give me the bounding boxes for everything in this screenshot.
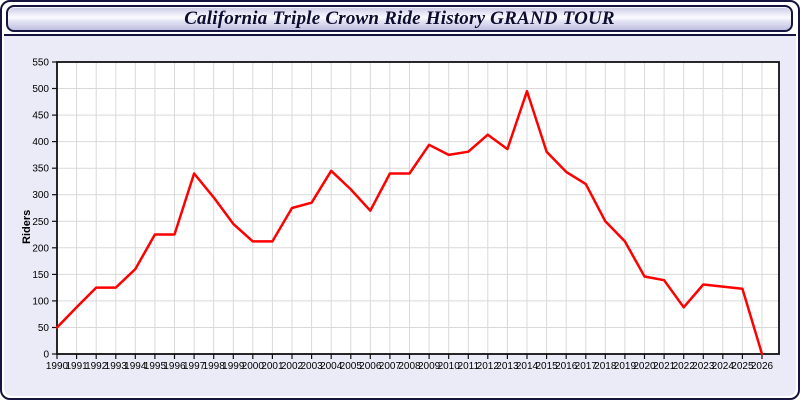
x-tick-label: 2015 [535, 361, 558, 372]
x-tick-label: 2014 [516, 361, 539, 372]
x-tick-label: 2017 [575, 361, 598, 372]
x-tick-label: 2011 [458, 361, 480, 372]
x-tick-label: 2010 [438, 361, 461, 372]
x-tick-label: 2025 [731, 361, 754, 372]
x-tick-label: 2019 [614, 361, 637, 372]
x-tick-label: 2016 [555, 361, 578, 372]
x-tick-label: 1993 [105, 361, 128, 372]
x-tick-label: 2005 [340, 361, 363, 372]
x-tick-label: 2000 [242, 361, 265, 372]
x-tick-label: 2009 [418, 361, 441, 372]
x-tick-label: 2021 [653, 361, 676, 372]
x-tick-label: 2006 [359, 361, 382, 372]
x-tick-label: 2002 [281, 361, 304, 372]
y-tick-label: 0 [43, 350, 49, 361]
x-tick-label: 1997 [183, 361, 206, 372]
y-tick-label: 550 [32, 58, 49, 69]
x-tick-label: 1996 [163, 361, 186, 372]
y-tick-label: 400 [32, 137, 49, 148]
x-tick-label: 2004 [320, 361, 343, 372]
y-tick-label: 350 [32, 164, 49, 175]
x-tick-label: 2026 [751, 361, 774, 372]
x-tick-label: 2024 [712, 361, 735, 372]
y-tick-label: 150 [32, 270, 49, 281]
x-tick-label: 2018 [594, 361, 617, 372]
y-tick-label: 250 [32, 217, 49, 228]
x-tick-label: 1994 [124, 361, 147, 372]
chart-title-bar: California Triple Crown Ride History GRA… [6, 5, 793, 32]
x-tick-label: 2012 [477, 361, 500, 372]
x-tick-label: 2013 [496, 361, 519, 372]
y-tick-label: 100 [32, 296, 49, 307]
x-tick-label: 1992 [85, 361, 108, 372]
x-tick-label: 2020 [633, 361, 656, 372]
y-tick-label: 50 [38, 323, 50, 334]
y-tick-label: 450 [32, 111, 49, 122]
riders-series-line [55, 89, 764, 356]
x-tick-label: 1991 [65, 361, 88, 372]
x-tick-label: 2008 [398, 361, 421, 372]
x-tick-label: 2022 [673, 361, 696, 372]
x-tick-label: 1990 [46, 361, 69, 372]
x-tick-label: 1999 [222, 361, 245, 372]
y-tick-label: 300 [32, 190, 49, 201]
y-tick-label: 200 [32, 243, 49, 254]
x-tick-label: 2007 [379, 361, 402, 372]
y-tick-label: 500 [32, 84, 49, 95]
x-tick-label: 1998 [203, 361, 226, 372]
x-tick-label: 2003 [300, 361, 323, 372]
chart-title: California Triple Crown Ride History GRA… [184, 7, 615, 29]
x-tick-label: 1995 [144, 361, 167, 372]
x-tick-label: 2023 [692, 361, 715, 372]
x-tick-label: 2001 [261, 361, 284, 372]
